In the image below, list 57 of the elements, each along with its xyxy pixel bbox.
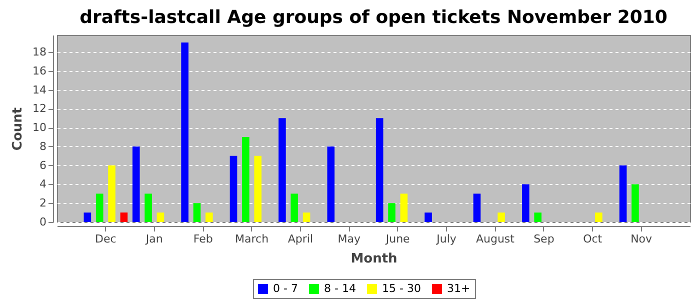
y-tick-label: 18 (32, 46, 46, 58)
bar (473, 194, 481, 222)
bar (156, 212, 164, 222)
y-tick-label: 16 (32, 64, 46, 78)
bar (498, 212, 505, 222)
x-tick-label: June (384, 232, 410, 246)
bar (254, 156, 262, 222)
x-tick-label: Sep (534, 232, 554, 246)
y-axis-title: Count (10, 107, 26, 151)
x-tick-label: Dec (95, 232, 116, 246)
x-tick-label: May (338, 232, 362, 246)
y-tick-label: 4 (40, 178, 46, 191)
bar (206, 212, 213, 222)
bar (400, 194, 408, 222)
bar (290, 194, 298, 222)
bar (595, 212, 602, 222)
x-tick-label: April (288, 232, 314, 246)
bar (144, 194, 152, 222)
x-tick-label: Jan (144, 232, 163, 246)
x-tick-label: March (234, 232, 269, 246)
y-tick-label: 14 (32, 83, 46, 96)
bar (84, 212, 92, 222)
bar (302, 212, 310, 222)
x-tick-label: Nov (630, 232, 653, 246)
bar (632, 184, 639, 222)
bar (619, 165, 627, 222)
bar (424, 212, 432, 222)
bar (96, 194, 104, 222)
bar (327, 146, 335, 222)
chart-title: drafts-lastcall Age groups of open tickets November 2010 (80, 7, 668, 28)
bar (388, 203, 396, 222)
bar (193, 203, 201, 222)
bar (230, 156, 238, 222)
x-tick-label: August (476, 232, 516, 246)
y-tick-label: 10 (32, 121, 46, 134)
bar (534, 212, 542, 222)
bar (108, 165, 116, 222)
x-axis-title: Month (350, 252, 398, 266)
y-tick-label: 8 (40, 140, 46, 153)
y-tick-label: 6 (40, 158, 46, 172)
legend-label: 31+ (447, 282, 470, 295)
legend-label: 15 - 30 (382, 282, 421, 295)
x-tick-label: Feb (193, 232, 213, 246)
bar (522, 184, 530, 222)
bar (132, 146, 140, 222)
bar (376, 118, 384, 222)
bar (120, 212, 128, 222)
y-tick-label: 12 (32, 102, 46, 116)
legend-label: 8 - 14 (324, 282, 356, 295)
bar (242, 137, 250, 222)
legend-label: 0 - 7 (273, 282, 298, 295)
y-tick-label: 0 (40, 216, 46, 228)
x-tick-label: Oct (583, 232, 603, 246)
bar (181, 42, 188, 222)
y-tick-label: 2 (40, 196, 46, 210)
x-tick-label: July (436, 232, 457, 246)
bar (278, 118, 286, 222)
